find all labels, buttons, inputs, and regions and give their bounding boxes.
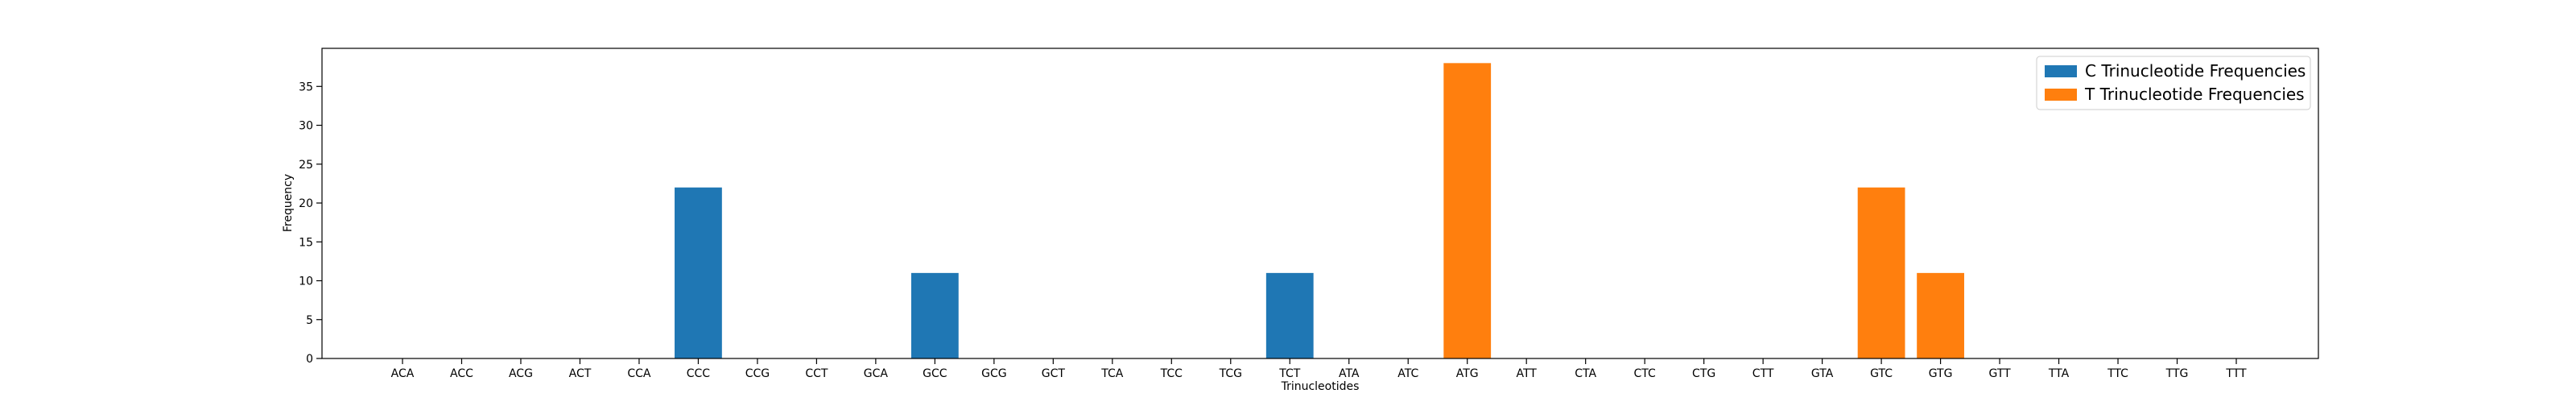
bar <box>1917 272 1964 358</box>
x-tick-label: ATG <box>1456 367 1479 380</box>
x-axis-label: Trinucleotides <box>1281 380 1360 393</box>
x-tick-label: ACC <box>450 367 473 380</box>
x-tick-label: ACA <box>391 367 415 380</box>
x-tick-label: GTG <box>1929 367 1953 380</box>
x-tick-label: TCA <box>1100 367 1124 380</box>
x-tick-label: TCT <box>1278 367 1301 380</box>
legend: C Trinucleotide Frequencies T Trinucleoti… <box>2036 56 2311 110</box>
y-tick-label: 5 <box>306 314 313 327</box>
x-tick-label: GCA <box>864 367 889 380</box>
y-tick-label: 20 <box>299 197 313 210</box>
x-tick-label: ATT <box>1517 367 1538 380</box>
y-axis: 0 5 10 15 20 25 30 35 <box>299 81 322 366</box>
legend-label: T Trinucleotide Frequencies <box>2084 85 2305 104</box>
legend-label: C Trinucleotide Frequencies <box>2085 61 2306 81</box>
x-tick-label: ATA <box>1339 367 1360 380</box>
y-axis-label: Frequency <box>282 174 295 232</box>
y-tick-label: 0 <box>306 353 313 366</box>
x-tick-label: TCC <box>1160 367 1183 380</box>
x-tick-label: TTG <box>2165 367 2189 380</box>
x-tick-label: ACG <box>509 367 533 380</box>
legend-swatch <box>2045 65 2077 77</box>
x-tick-label: ACT <box>569 367 592 380</box>
x-tick-label: CCA <box>627 367 651 380</box>
x-tick-label: GCG <box>981 367 1006 380</box>
x-tick-label: TCG <box>1219 367 1242 380</box>
x-tick-label: GCT <box>1042 367 1066 380</box>
bar <box>675 187 722 358</box>
bars-group <box>675 63 1964 358</box>
x-tick-label: CTG <box>1692 367 1715 380</box>
y-tick-label: 15 <box>299 236 313 249</box>
bar <box>1443 63 1492 358</box>
x-tick-label: CTA <box>1575 367 1596 380</box>
y-tick-label: 30 <box>299 120 313 133</box>
x-tick-label: CTT <box>1752 367 1774 380</box>
bar <box>1265 272 1314 358</box>
y-tick-label: 10 <box>299 276 313 288</box>
x-tick-label: GTT <box>1988 367 2011 380</box>
x-axis: ACA ACC ACG ACT CCA CCC CCG CCT GCA GCC GCG GCT TCA T… <box>391 358 2247 380</box>
x-tick-label: ATC <box>1397 367 1418 380</box>
legend-box <box>2036 56 2311 110</box>
bar <box>910 272 959 358</box>
plot-frame <box>321 48 2319 359</box>
x-tick-label: GTA <box>1811 367 1834 380</box>
x-tick-label: CTC <box>1634 367 1657 380</box>
x-tick-label: TTT <box>2225 367 2247 380</box>
legend-swatch <box>2045 89 2077 101</box>
x-tick-label: TTC <box>2107 367 2128 380</box>
x-tick-label: CCC <box>687 367 711 380</box>
x-tick-label: TTA <box>2048 367 2070 380</box>
y-tick-label: 35 <box>299 81 313 93</box>
x-tick-label: CCT <box>805 367 828 380</box>
y-tick-label: 25 <box>299 159 313 172</box>
bar <box>1857 187 1905 358</box>
x-tick-label: GCC <box>923 367 947 380</box>
x-tick-label: CCG <box>745 367 770 380</box>
x-tick-label: GTC <box>1870 367 1893 380</box>
